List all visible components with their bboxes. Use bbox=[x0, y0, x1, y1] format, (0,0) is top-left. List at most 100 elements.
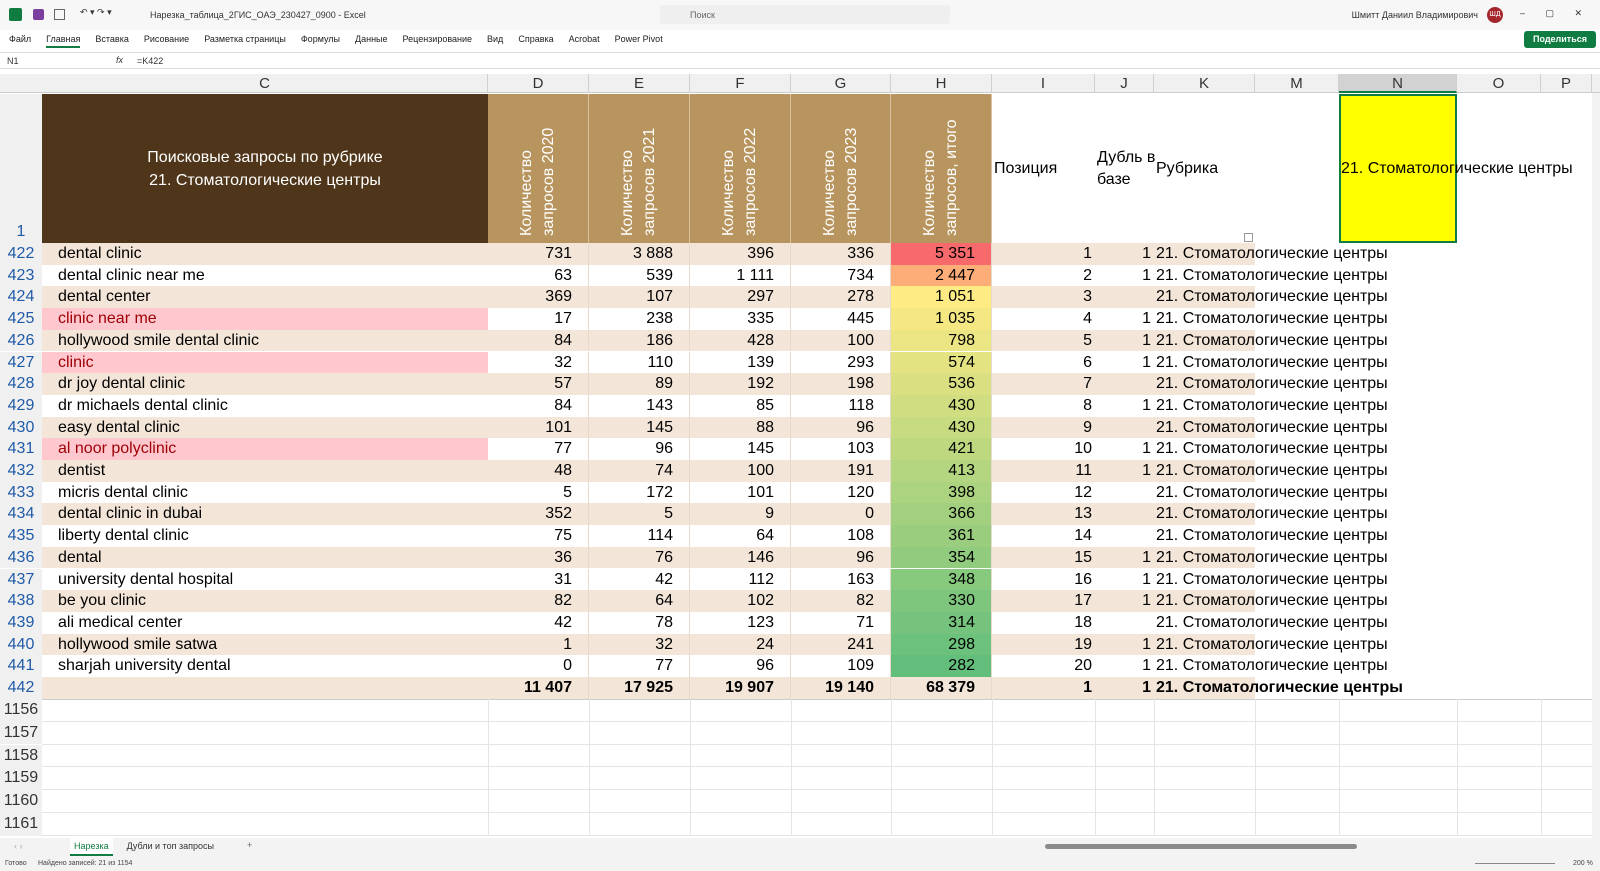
ribbon-tab[interactable]: Acrobat bbox=[568, 34, 600, 44]
rubric-cell: 21. Стоматологические центры bbox=[1156, 657, 1388, 675]
ribbon-tab[interactable]: Вид bbox=[487, 34, 504, 44]
count-cell: 297 bbox=[690, 286, 791, 309]
count-cell: 102 bbox=[690, 590, 791, 612]
column-header[interactable]: D bbox=[488, 74, 589, 93]
column-header[interactable]: J bbox=[1095, 74, 1154, 93]
row-number: 437 bbox=[0, 568, 42, 591]
column-header[interactable]: C bbox=[42, 74, 488, 93]
position-cell: 12 bbox=[1074, 483, 1092, 501]
position-cell: 7 bbox=[1083, 375, 1092, 393]
duplicate-cell: 1 bbox=[1142, 440, 1151, 458]
row-number: 441 bbox=[0, 655, 42, 677]
count-cell: 75 bbox=[488, 525, 589, 547]
count-cell: 298 bbox=[891, 633, 992, 656]
query-cell: ali medical center bbox=[58, 613, 183, 631]
column-header[interactable]: F bbox=[690, 74, 791, 93]
zoom-slider[interactable] bbox=[1475, 863, 1555, 864]
grid-column-line bbox=[1095, 698, 1096, 837]
rubric-cell: 21. Стоматологические центры bbox=[1156, 245, 1388, 262]
count-cell: 348 bbox=[891, 568, 992, 591]
excel-icon[interactable] bbox=[9, 8, 22, 21]
undo-icon[interactable]: ↶ ▾ ↷ ▾ bbox=[80, 7, 112, 17]
filter-button[interactable] bbox=[1244, 233, 1253, 242]
position-header: Позиция bbox=[994, 160, 1058, 177]
ribbon-tab[interactable]: Справка bbox=[518, 34, 554, 44]
count-cell: 5 bbox=[589, 503, 690, 526]
query-cell: dentist bbox=[58, 462, 106, 479]
grid-column-line bbox=[1255, 698, 1256, 837]
name-box[interactable]: N1 bbox=[7, 56, 19, 66]
column-header[interactable]: H bbox=[891, 74, 992, 93]
ribbon-tab[interactable]: Главная bbox=[46, 34, 81, 48]
row-number: 422 bbox=[0, 243, 42, 265]
count-cell: 198 bbox=[791, 373, 891, 395]
count-cell: 369 bbox=[488, 286, 589, 309]
h-scrollbar[interactable] bbox=[1045, 844, 1357, 849]
table-icon[interactable] bbox=[54, 9, 65, 20]
column-header[interactable]: N bbox=[1339, 74, 1457, 93]
ribbon-tabs: Файл Главная Вставка Рисование Разметка стра… bbox=[9, 34, 663, 48]
column-header[interactable]: I bbox=[992, 74, 1095, 93]
ribbon-tab[interactable]: Power Pivot bbox=[614, 34, 663, 44]
count-cell: 428 bbox=[690, 329, 791, 352]
formula[interactable]: =K422 bbox=[137, 56, 164, 66]
count-cell: 19 140 bbox=[791, 677, 891, 699]
add-sheet[interactable]: + bbox=[247, 840, 253, 850]
sheet-tab-bar bbox=[0, 838, 1600, 856]
column-header[interactable]: E bbox=[589, 74, 690, 93]
rubric-cell: 21. Стоматологические центры bbox=[1156, 548, 1388, 566]
count-cell: 84 bbox=[488, 329, 589, 352]
column-header[interactable]: M bbox=[1255, 74, 1339, 93]
duplicate-cell: 1 bbox=[1142, 462, 1151, 479]
rubric-header: Рубрика bbox=[1156, 160, 1219, 177]
count-cell: 3 888 bbox=[589, 243, 690, 265]
ribbon-tab[interactable]: Разметка страницы bbox=[204, 34, 286, 44]
count-cell: 110 bbox=[589, 351, 690, 374]
count-cell: 361 bbox=[891, 525, 992, 547]
title-line: Поисковые запросы по рубрике bbox=[147, 148, 383, 166]
duplicate-cell: 1 bbox=[1142, 331, 1151, 349]
ribbon-tab[interactable]: Формулы bbox=[300, 34, 341, 44]
ribbon-tab[interactable]: Вставка bbox=[95, 34, 129, 44]
column-header[interactable]: P bbox=[1541, 74, 1592, 93]
rubric-cell: 21. Стоматологические центры bbox=[1156, 635, 1388, 653]
count-cell: 19 907 bbox=[690, 677, 791, 699]
count-cell: 354 bbox=[891, 546, 992, 569]
duplicate-cell: 1 bbox=[1142, 679, 1151, 696]
position-cell: 13 bbox=[1074, 505, 1092, 523]
grid-line bbox=[42, 766, 1592, 768]
filename: Нарезка_таблица_2ГИС_ОАЭ_230427_0900 - E… bbox=[150, 10, 366, 20]
position-cell: 10 bbox=[1074, 440, 1092, 458]
column-header[interactable]: O bbox=[1457, 74, 1541, 93]
duplicate-cell: 1 bbox=[1142, 353, 1151, 371]
row-number: 428 bbox=[0, 373, 42, 395]
count-cell: 1 bbox=[488, 633, 589, 656]
search-box[interactable] bbox=[660, 5, 950, 24]
count-cell: 145 bbox=[589, 416, 690, 439]
position-cell: 16 bbox=[1074, 570, 1092, 588]
sheet-tab[interactable]: Нарезка bbox=[70, 838, 113, 856]
zoom-level[interactable]: 200 % bbox=[1573, 860, 1593, 867]
ribbon-tab[interactable]: Рецензирование bbox=[402, 34, 473, 44]
count-cell: 109 bbox=[791, 655, 891, 677]
count-cell: 191 bbox=[791, 460, 891, 482]
count-header-text: Количество запросов 2020 bbox=[518, 127, 557, 236]
avatar[interactable]: ШД bbox=[1487, 7, 1503, 23]
query-cell: liberty dental clinic bbox=[58, 527, 189, 545]
count-cell: 398 bbox=[891, 481, 992, 504]
query-cell: micris dental clinic bbox=[58, 483, 188, 501]
share-button[interactable]: Поделиться bbox=[1524, 31, 1596, 48]
ribbon-tab[interactable]: Файл bbox=[9, 34, 32, 44]
save-icon[interactable] bbox=[33, 9, 44, 20]
sheet-nav[interactable]: ‹ › bbox=[14, 841, 23, 851]
column-header[interactable]: K bbox=[1154, 74, 1255, 93]
duplicate-header: Дубль в базе bbox=[1097, 149, 1156, 188]
count-header-text: Количество запросов 2021 bbox=[619, 127, 658, 236]
ribbon-tab[interactable]: Данные bbox=[355, 34, 388, 44]
window-controls[interactable]: – ▢ ✕ bbox=[1520, 8, 1583, 18]
selected-cell[interactable] bbox=[1339, 94, 1457, 243]
ribbon-tab[interactable]: Рисование bbox=[143, 34, 190, 44]
query-cell: dr joy dental clinic bbox=[58, 375, 186, 393]
sheet-tab[interactable]: Дубли и топ запросы bbox=[126, 841, 214, 851]
column-header[interactable]: G bbox=[791, 74, 891, 93]
